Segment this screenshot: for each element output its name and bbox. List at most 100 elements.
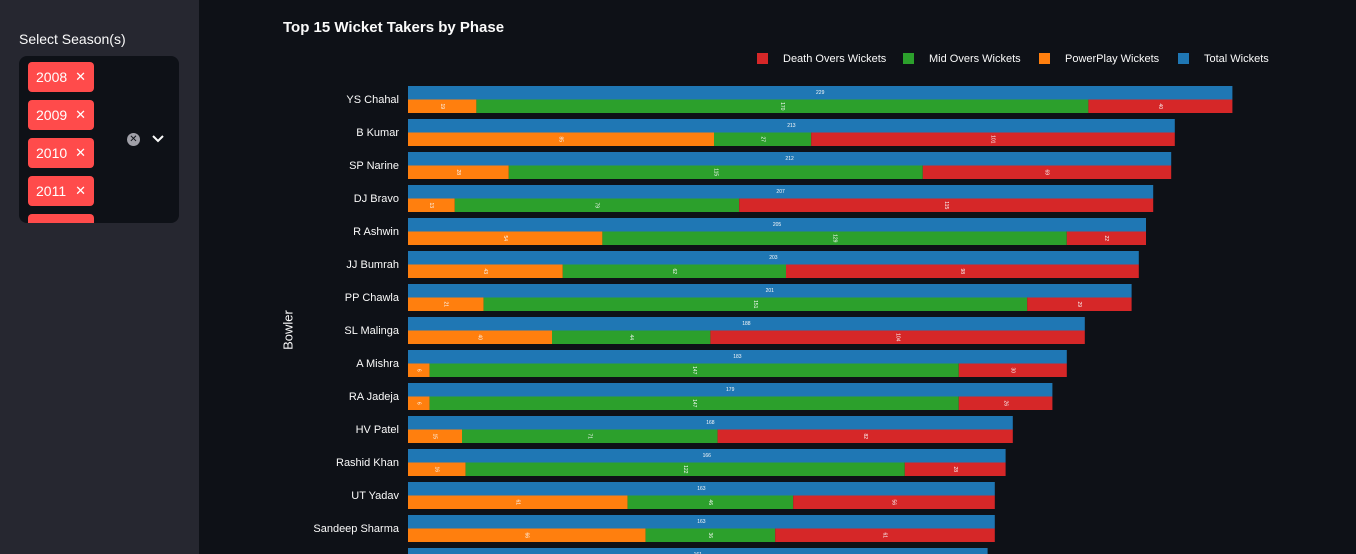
total-bar [408,218,1146,232]
segment-bar [408,297,484,311]
value-label: 115 [712,168,718,176]
value-label: 183 [733,354,742,360]
tag-remove[interactable]: ✕ [75,107,86,122]
segment-bar [408,396,430,410]
segment-bar [408,330,552,344]
season-tag[interactable]: 2011 ✕ [28,176,94,206]
segment-bar [454,198,740,212]
value-label: 6 [415,369,421,372]
tag-text: 2010 [36,145,68,161]
segment-bar [429,396,959,410]
value-label: 13 [428,202,434,208]
segment-bar [408,132,714,146]
y-tick-label: HV Patel [356,424,399,436]
value-label: 66 [523,532,529,538]
tag-remove[interactable]: ✕ [75,69,86,84]
tag-remove[interactable]: ✕ [75,214,86,223]
segment-bar [786,264,1139,278]
segment-bar [429,363,959,377]
legend-swatch [1039,53,1050,64]
tag-text: 2011 [36,183,67,199]
value-label: 170 [779,102,785,111]
total-bar [408,482,995,496]
dropdown-chevron[interactable] [151,132,165,146]
total-bar [408,284,1132,298]
season-tag[interactable]: 2009 ✕ [28,100,94,130]
segment-bar [462,429,718,443]
segment-bar [408,462,466,476]
value-label: 82 [862,433,868,439]
segment-bar [408,165,509,179]
segment-bar [483,297,1028,311]
segment-bar [627,495,794,509]
value-label: 40 [477,334,483,340]
segment-bar [408,198,455,212]
select-label: Select Season(s) [19,31,126,47]
segment-bar [645,528,776,542]
clear-button[interactable]: ✕ [127,133,140,146]
value-label: 44 [628,334,634,340]
value-label: 188 [742,321,751,327]
value-label: 15 [432,433,438,439]
y-tick-label: PP Chawla [345,292,400,304]
value-label: 115 [943,201,949,209]
segment-bar [408,99,477,113]
value-label: 207 [776,189,785,195]
value-label: 104 [894,333,900,342]
value-label: 101 [990,135,996,144]
segment-bar [408,231,603,245]
tag-text: 2008 [36,69,68,85]
y-tick-label: YS Chahal [346,94,399,106]
y-tick-label: JJ Bumrah [346,259,399,271]
value-label: 61 [882,532,888,538]
segment-bar [465,462,905,476]
value-label: 71 [586,433,592,439]
value-label: 69 [1044,169,1050,175]
value-label: 79 [594,202,600,208]
value-label: 56 [891,499,897,505]
total-bar [408,185,1154,199]
tag-text: 2009 [36,107,68,123]
value-label: 163 [697,486,706,492]
value-label: 168 [706,420,715,426]
value-label: 163 [697,519,706,525]
value-label: 61 [514,499,520,505]
value-label: 161 [694,552,703,554]
value-label: 21 [442,301,448,307]
legend-swatch [757,53,768,64]
value-label: 129 [831,234,837,243]
tag-remove[interactable]: ✕ [75,145,86,160]
value-label: 147 [691,399,697,408]
season-tag[interactable]: 2008 ✕ [28,62,94,92]
value-label: 28 [455,169,461,175]
value-label: 179 [726,387,735,393]
value-label: 201 [766,288,775,294]
total-bar [408,119,1175,133]
y-tick-label: UT Yadav [351,490,399,502]
segment-bar [1088,99,1233,113]
legend-swatch [1178,53,1189,64]
season-tag[interactable]: 2010 ✕ [28,138,94,168]
total-bar [408,515,995,529]
y-axis-title: Bowler [280,309,295,349]
segment-bar [552,330,711,344]
segment-bar [739,198,1154,212]
segment-bar [476,99,1089,113]
value-label: 122 [682,465,688,474]
segment-bar [793,495,995,509]
chart: Top 15 Wicket Takers by Phase Bowler Dea… [280,19,1269,554]
segment-bar [562,264,786,278]
y-tick-label: SP Narine [349,160,399,172]
y-tick-label: RA Jadeja [349,391,400,403]
total-bar [408,383,1053,397]
total-bar [408,449,1006,463]
legend-label: Total Wickets [1204,53,1269,65]
y-tick-label: R Ashwin [353,226,399,238]
value-label: 212 [785,156,794,162]
segment-bar [1066,231,1146,245]
legend-label: PowerPlay Wickets [1065,53,1160,65]
tag-remove[interactable]: ✕ [75,183,86,198]
value-label: 30 [1009,367,1015,373]
